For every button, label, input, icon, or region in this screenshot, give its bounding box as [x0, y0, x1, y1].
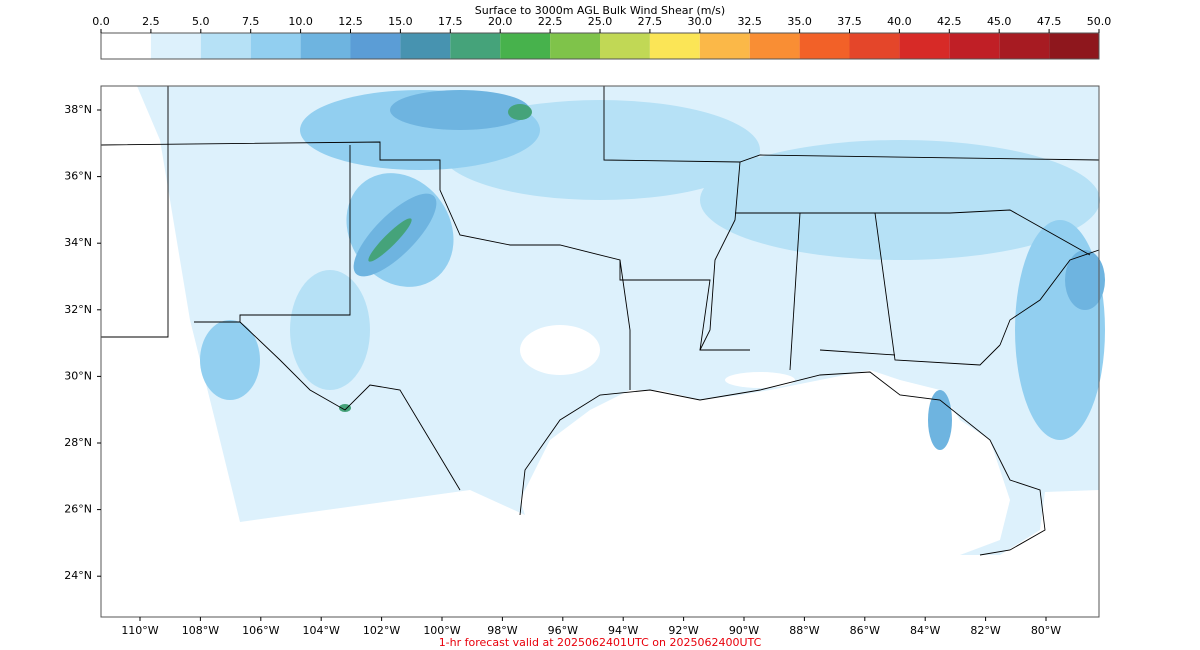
colorbar-bin	[799, 33, 850, 59]
colorbar-tick-label: 20.0	[488, 15, 513, 28]
colorbar-tick-label: 7.5	[242, 15, 260, 28]
lon-tick-label: 94°W	[608, 624, 638, 637]
colorbar-tick-label: 0.0	[92, 15, 110, 28]
colorbar-bin	[350, 33, 401, 59]
colorbar-tick-label: 35.0	[787, 15, 812, 28]
colorbar-bin	[699, 33, 750, 59]
lon-tick-label: 110°W	[121, 624, 158, 637]
colorbar-tick-label: 30.0	[688, 15, 713, 28]
lon-tick-label: 92°W	[668, 624, 698, 637]
colorbar-tick-label: 27.5	[638, 15, 663, 28]
colorbar-bin	[1049, 33, 1099, 59]
lon-tick-label: 82°W	[970, 624, 1000, 637]
colorbar-bin	[101, 33, 151, 59]
forecast-footer: 1-hr forecast valid at 2025062401UTC on …	[439, 636, 762, 649]
colorbar-bin	[949, 33, 1000, 59]
lon-tick-label: 100°W	[423, 624, 460, 637]
map-frame	[100, 85, 1100, 618]
lat-tick-label: 30°N	[64, 369, 92, 382]
lat-tick-label: 24°N	[64, 569, 92, 582]
lon-tick-label: 104°W	[303, 624, 340, 637]
lat-tick-label: 36°N	[64, 170, 92, 183]
lon-tick-label: 84°W	[910, 624, 940, 637]
colorbar-bin	[300, 33, 351, 59]
lon-tick-label: 102°W	[363, 624, 400, 637]
colorbar-tick-label: 17.5	[438, 15, 463, 28]
colorbar-tick-label: 47.5	[1037, 15, 1062, 28]
lon-tick-label: 90°W	[729, 624, 759, 637]
shear-contours	[200, 90, 1105, 450]
colorbar-tick-label: 45.0	[987, 15, 1012, 28]
lat-tick-label: 26°N	[64, 503, 92, 516]
colorbar-tick-label: 5.0	[192, 15, 210, 28]
colorbar-bin	[600, 33, 650, 59]
colorbar-bin	[749, 33, 800, 59]
colorbar-bin	[400, 33, 451, 59]
lat-tick-label: 28°N	[64, 436, 92, 449]
colorbar-tick-label: 10.0	[288, 15, 313, 28]
colorbar-tick-label: 32.5	[737, 15, 762, 28]
lon-tick-label: 106°W	[242, 624, 279, 637]
lat-tick-label: 38°N	[64, 103, 92, 116]
lon-tick-label: 96°W	[548, 624, 578, 637]
colorbar-tick-label: 40.0	[887, 15, 912, 28]
lon-tick-label: 88°W	[789, 624, 819, 637]
map	[100, 85, 1105, 618]
colorbar-tick-label: 37.5	[837, 15, 862, 28]
lon-tick-label: 86°W	[850, 624, 880, 637]
colorbar-bin	[150, 33, 201, 59]
colorbar-tick-label: 50.0	[1087, 15, 1112, 28]
colorbar-bin	[899, 33, 950, 59]
colorbar-bin	[250, 33, 301, 59]
colorbar-bin	[849, 33, 900, 59]
colorbar-title: Surface to 3000m AGL Bulk Wind Shear (m/…	[475, 4, 725, 17]
lon-tick-label: 80°W	[1031, 624, 1061, 637]
colorbar-bin	[999, 33, 1050, 59]
colorbar-tick-label: 2.5	[142, 15, 160, 28]
colorbar-tick-label: 42.5	[937, 15, 962, 28]
colorbar-tick-label: 12.5	[338, 15, 363, 28]
colorbar-bin	[450, 33, 501, 59]
lat-tick-label: 34°N	[64, 236, 92, 249]
lon-tick-label: 98°W	[487, 624, 517, 637]
colorbar-bin	[649, 33, 700, 59]
state-borders	[100, 86, 1100, 556]
colorbar-tick-label: 25.0	[588, 15, 613, 28]
colorbar-tick-label: 22.5	[538, 15, 563, 28]
colorbar-bin	[550, 33, 600, 59]
colorbar-bin	[500, 33, 551, 59]
colorbar-bin	[200, 33, 251, 59]
lat-tick-label: 32°N	[64, 303, 92, 316]
colorbar-tick-label: 15.0	[388, 15, 413, 28]
lon-tick-label: 108°W	[182, 624, 219, 637]
